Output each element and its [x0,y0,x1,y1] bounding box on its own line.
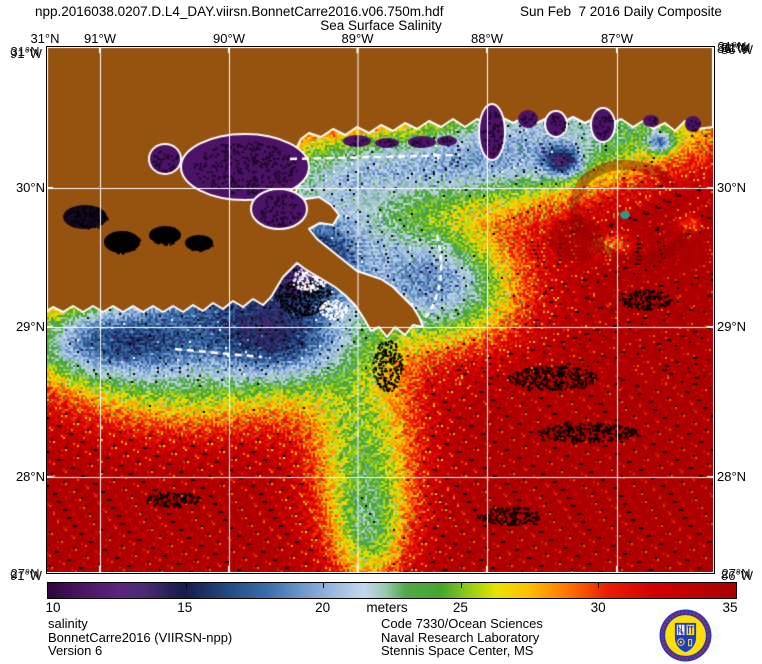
seal-quadrant-right [686,624,695,635]
colorbar-tick-label-10: 10 [45,600,61,615]
colorbar-gradient [47,582,737,599]
seal-quadrant-left-marks [677,625,684,635]
footer-right-block: Code 7330/Ocean Sciences Naval Research … [381,617,543,658]
corner-top-right-lat: 31°N [717,39,747,54]
corner-top-right2-lon: 86°W [721,42,753,57]
footer-region-label: BonnetCarre2016 (VIIRSN-npp) [48,629,233,645]
nrl-seal-logo [659,609,712,662]
axis-label-top-lon-1: 91°W [84,31,116,46]
seal-figure-detail [689,640,692,646]
axis-label-right-28°N: 28°N [717,469,747,484]
axis-label-top-lon-3: 89°W [341,31,374,46]
colorbar-tick-30 [598,583,600,588]
axis-label-left-30°N: 30°N [15,180,45,195]
colorbar-unit-label: meters [366,600,408,615]
axis-label-top-lon-4: 88°W [471,31,503,46]
footer-version-label: Version 6 [48,643,103,659]
corner-bottom-left-lat: 27°N [10,566,40,581]
corner-bottom-right-lon: 86°W [721,568,753,583]
footer-product-label: salinity [48,616,88,631]
axis-label-left-29°N: 29°N [15,319,45,334]
colorbar-tick-25 [460,583,462,588]
colorbar-tick-15 [185,583,187,588]
axis-label-top-lon-5: 87°W [601,31,633,46]
corner-top-right2-lat: 31°N [721,40,751,55]
corner-bottom-right-lat: 27°N [721,566,751,581]
colorbar-tick-label-35: 35 [722,600,738,615]
axis-label-top-31n: 31°N [30,31,60,46]
seal-text-ring [660,610,711,661]
corner-top-left-lat: 31°N [10,44,40,59]
corner-top-right-lon: 86°W [717,41,749,56]
seal-quadrant-right-marks [687,625,694,634]
corner-top-left-lon: 91°W [10,46,42,61]
header-date: Sun Feb 7 2016 Daily Composite [520,4,722,19]
axis-label-top-lon-2: 90°W [213,31,245,46]
colorbar-tick-label-20: 20 [315,600,331,615]
colorbar-tick-label-25: 25 [452,600,468,615]
axis-label-right-30°N: 30°N [717,180,747,195]
colorbar-tick-label-30: 30 [590,600,606,615]
page-title: Sea Surface Salinity [320,18,442,33]
seal-atom-icon [677,638,685,646]
header-filename: npp.2016038.0207.D.L4_DAY.viirsn.BonnetC… [35,4,444,19]
colorbar-tick-20 [323,583,325,588]
colorbar-tick-label-15: 15 [177,600,193,615]
footer-lab-label: Naval Research Laboratory [381,629,540,645]
corner-bottom-left-lon: 91°W [10,568,42,583]
footer-code-label: Code 7330/Ocean Sciences [381,616,543,631]
footer-left-block: salinity BonnetCarre2016 (VIIRSN-npp) Ve… [48,617,232,658]
axis-label-left-28°N: 28°N [15,469,45,484]
map-border [46,46,715,574]
seal-atom-core [679,641,683,644]
salinity-map-canvas [47,47,713,572]
axis-label-right-29°N: 29°N [717,319,747,334]
footer-location-label: Stennis Space Center, MS [381,643,534,659]
